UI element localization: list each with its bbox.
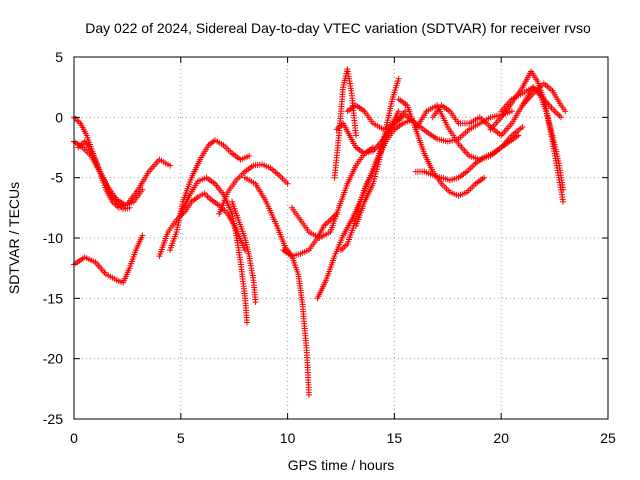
series-arc-11 — [280, 210, 340, 260]
y-axis-label: SDTVAR / TECUs — [6, 182, 22, 294]
chart-title: Day 022 of 2024, Sidereal Day-to-day VTE… — [85, 20, 591, 36]
series-arc-3 — [75, 138, 133, 212]
x-tick-label: 20 — [493, 430, 509, 446]
y-tick-label: -25 — [43, 411, 63, 427]
y-tick-label: -5 — [51, 170, 64, 186]
y-tick-label: -15 — [43, 290, 63, 306]
series-arc-6 — [167, 137, 253, 254]
series-arc-9 — [229, 198, 259, 305]
series-arc-26 — [519, 80, 569, 115]
series-arc-20 — [395, 96, 488, 199]
x-tick-label: 0 — [70, 430, 78, 446]
x-tick-label: 25 — [600, 430, 616, 446]
series-arc-13 — [314, 116, 415, 302]
series-arc-22 — [412, 132, 522, 184]
y-tick-label: -10 — [43, 230, 63, 246]
series-arc-4 — [71, 232, 146, 286]
series-arc-10 — [241, 174, 312, 398]
data-series — [71, 66, 569, 398]
x-axis-label: GPS time / hours — [288, 457, 395, 473]
series-arc-8 — [216, 161, 291, 217]
x-tick-label: 5 — [177, 430, 185, 446]
x-tick-label: 10 — [280, 430, 296, 446]
series-arc-2 — [71, 114, 174, 211]
series-arc-7 — [177, 174, 250, 326]
axis-ticks: 0 5 10 15 20 25 -25 -20 -15 -10 -5 0 5 — [43, 49, 616, 446]
y-tick-label: -20 — [43, 351, 63, 367]
y-tick-label: 0 — [55, 109, 63, 125]
series-arc-14 — [331, 66, 359, 181]
series-arc-12 — [288, 144, 376, 241]
series-arc-25 — [498, 84, 567, 193]
y-tick-label: 5 — [55, 49, 63, 65]
x-tick-label: 15 — [387, 430, 403, 446]
